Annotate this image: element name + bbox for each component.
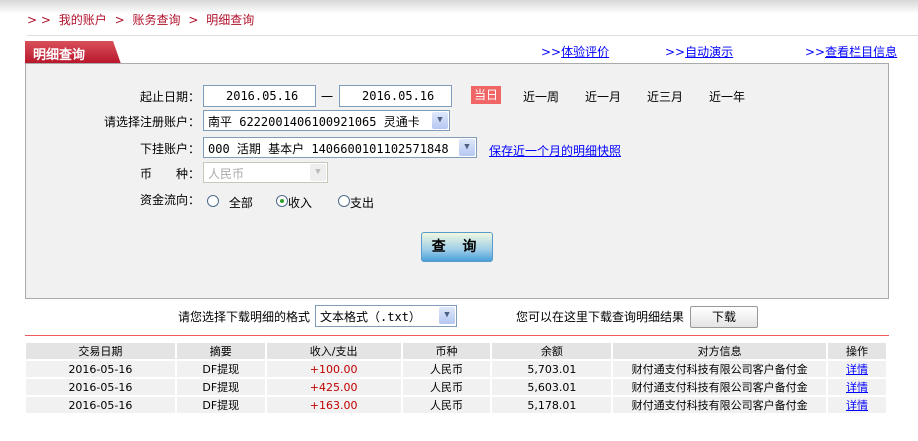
cell-currency: 人民币	[401, 360, 493, 379]
details-link[interactable]: 详情	[846, 381, 868, 394]
details-link[interactable]: 详情	[846, 363, 868, 376]
cell-summary: DF提现	[175, 360, 267, 379]
format-label: 请您选择下载明细的格式	[178, 310, 311, 324]
date-label: 起止日期：	[139, 90, 200, 104]
cell-currency: 人民币	[401, 378, 493, 397]
cell-date: 2016-05-16	[26, 396, 177, 415]
cell-balance: 5,703.01	[491, 360, 614, 379]
cell-counterparty: 财付通支付科技有限公司客户备付金	[612, 396, 829, 415]
divider	[27, 35, 918, 36]
breadcrumb-sep: >	[188, 13, 199, 27]
cell-balance: 5,178.01	[491, 396, 614, 415]
breadcrumb-account-query[interactable]: 账务查询	[132, 13, 181, 27]
flow-label: 资金流向：	[139, 193, 200, 207]
query-button[interactable]: 查 询	[421, 232, 493, 262]
cell-amount: +100.00	[265, 360, 403, 379]
range-week[interactable]: 近一周	[523, 90, 560, 104]
range-three-months[interactable]: 近三月	[647, 90, 684, 104]
sub-account-label: 下挂账户：	[139, 142, 200, 156]
chevron-down-icon: ▼	[432, 112, 448, 129]
breadcrumb: > > 我的账户 > 账务查询 > 明细查询	[27, 11, 258, 28]
currency-label: 币 种：	[139, 167, 200, 181]
cell-amount: +163.00	[265, 396, 403, 415]
range-today[interactable]: 当日	[471, 86, 501, 104]
cell-balance: 5,603.01	[491, 378, 614, 397]
top-bar	[0, 0, 918, 14]
table-row: 2016-05-16 DF提现 +425.00 人民币 5,603.01 财付通支付科技有…	[26, 378, 888, 397]
account-value: 南平 6222001406100921065 灵通卡	[208, 115, 420, 129]
tab-detail-query[interactable]: 明细查询	[25, 41, 121, 64]
table-header: 交易日期 摘要 收入/支出 币种 余额 对方信息 操作	[26, 343, 888, 361]
link-prefix: >>	[541, 45, 562, 59]
feedback-link[interactable]: >>体验评价	[541, 43, 609, 60]
flow-income-radio[interactable]: 收入	[276, 194, 312, 211]
cell-counterparty: 财付通支付科技有限公司客户备付金	[612, 360, 829, 379]
chevron-down-icon: ▼	[439, 307, 455, 324]
flow-all-radio[interactable]: 全部	[207, 194, 253, 211]
cell-date: 2016-05-16	[26, 378, 177, 397]
header-summary: 摘要	[175, 343, 267, 361]
currency-value: 人民币	[208, 167, 245, 181]
range-year[interactable]: 近一年	[709, 90, 746, 104]
chevron-down-icon: ▼	[459, 139, 475, 156]
flow-income-label: 收入	[288, 196, 313, 210]
account-label: 请选择注册账户：	[103, 115, 200, 129]
format-value: 文本格式（.txt）	[320, 310, 421, 324]
breadcrumb-prefix: > >	[27, 13, 51, 27]
cell-date: 2016-05-16	[26, 360, 177, 379]
transaction-table: 交易日期 摘要 收入/支出 币种 余额 对方信息 操作 2016-05-16 DF…	[26, 343, 888, 415]
header-balance: 余额	[491, 343, 614, 361]
table-row: 2016-05-16 DF提现 +163.00 人民币 5,178.01 财付通支付科技有…	[26, 396, 888, 415]
sub-account-value: 000 活期 基本户 1406600101102571848	[208, 142, 449, 156]
demo-link[interactable]: >>自动演示	[665, 43, 733, 60]
date-from-input[interactable]: 2016.05.16	[203, 85, 316, 107]
cell-currency: 人民币	[401, 396, 493, 415]
feedback-label[interactable]: 体验评价	[561, 45, 610, 59]
date-from-value: 2016.05.16	[226, 89, 299, 103]
link-prefix: >>	[805, 45, 826, 59]
radio-icon[interactable]	[338, 195, 350, 207]
column-info-link[interactable]: >>查看栏目信息	[805, 43, 897, 60]
cell-summary: DF提现	[175, 378, 267, 397]
date-to-value: 2016.05.16	[362, 89, 435, 103]
breadcrumb-detail-query: 明细查询	[206, 13, 255, 27]
format-select[interactable]: 文本格式（.txt） ▼	[315, 305, 457, 327]
flow-all-label: 全部	[228, 196, 253, 210]
account-select[interactable]: 南平 6222001406100921065 灵通卡 ▼	[203, 110, 450, 131]
breadcrumb-sep: >	[114, 13, 125, 27]
column-info-label[interactable]: 查看栏目信息	[825, 45, 898, 59]
header-currency: 币种	[401, 343, 493, 361]
download-hint: 您可以在这里下载查询明细结果	[516, 310, 685, 324]
header-action: 操作	[827, 343, 888, 361]
breadcrumb-my-account[interactable]: 我的账户	[58, 13, 107, 27]
sub-account-select[interactable]: 000 活期 基本户 1406600101102571848 ▼	[203, 137, 477, 158]
flow-expense-label: 支出	[350, 196, 375, 210]
range-month[interactable]: 近一月	[585, 90, 622, 104]
snapshot-link[interactable]: 保存近一个月的明细快照	[489, 144, 622, 158]
date-to-input[interactable]: 2016.05.16	[339, 85, 452, 107]
flow-expense-radio[interactable]: 支出	[338, 194, 374, 211]
link-prefix: >>	[665, 45, 686, 59]
details-link[interactable]: 详情	[846, 399, 868, 412]
download-button[interactable]: 下载	[690, 306, 758, 328]
chevron-down-icon: ▼	[310, 164, 326, 181]
currency-select: 人民币 ▼	[203, 162, 328, 183]
table-row: 2016-05-16 DF提现 +100.00 人民币 5,703.01 财付通支付科技有…	[26, 360, 888, 379]
date-separator: 一	[321, 90, 334, 104]
demo-label[interactable]: 自动演示	[685, 45, 734, 59]
radio-icon[interactable]	[207, 195, 219, 207]
header-date: 交易日期	[26, 343, 177, 361]
cell-summary: DF提现	[175, 396, 267, 415]
cell-counterparty: 财付通支付科技有限公司客户备付金	[612, 378, 829, 397]
header-counterparty: 对方信息	[612, 343, 829, 361]
radio-selected-icon[interactable]	[276, 195, 288, 207]
cell-amount: +425.00	[265, 378, 403, 397]
header-amount: 收入/支出	[265, 343, 403, 361]
divider-red	[25, 335, 889, 336]
